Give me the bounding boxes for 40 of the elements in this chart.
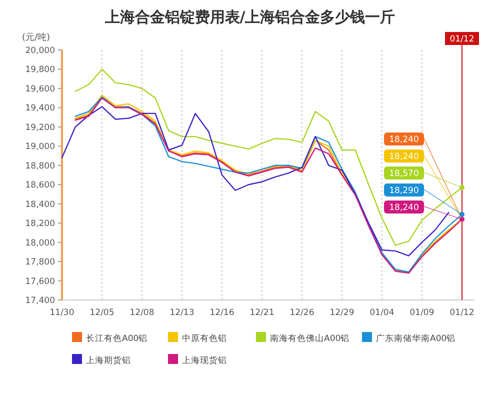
line-series (61, 106, 450, 256)
x-tick-label: 12/26 (290, 308, 314, 318)
ref-line-label: 01/12 (450, 34, 474, 44)
y-tick-label: 19,600 (25, 84, 55, 94)
chart-title: 上海合金铝锭费用表/上海铝合金多少钱一斤 (104, 8, 396, 26)
y-tick-label: 18,200 (25, 219, 55, 230)
data-label: 18,570 (389, 169, 419, 179)
x-tick-label: 12/16 (210, 308, 234, 318)
y-tick-label: 18,000 (25, 238, 55, 248)
legend-label: 上海现货铝 (182, 355, 227, 366)
x-tick-label: 12/21 (250, 308, 274, 318)
y-tick-label: 18,600 (25, 180, 55, 191)
data-label: 18,290 (389, 186, 419, 196)
y-tick-label: 18,800 (25, 161, 55, 172)
x-tick-label: 01/09 (410, 308, 434, 318)
x-tick-label: 12/13 (170, 308, 194, 318)
y-tick-label: 19,800 (25, 65, 55, 76)
legend-label: 广东南储华南A00铝 (376, 333, 456, 344)
y-tick-label: 17,600 (25, 276, 55, 287)
x-tick-label: 01/12 (450, 308, 474, 318)
legend-label: 上海期货铝 (86, 355, 131, 366)
y-tick-label: 18,400 (25, 200, 55, 210)
y-tick-label: 19,400 (25, 104, 55, 114)
y-tick-label: 17,400 (25, 296, 55, 306)
y-tick-label: 20,000 (25, 46, 55, 56)
legend-label: 长江有色A00铝 (86, 333, 148, 344)
y-tick-label: 17,800 (25, 258, 55, 268)
legend-label: 中原有色铝 (182, 333, 227, 344)
x-tick-label: 12/29 (330, 308, 354, 318)
data-label: 18,240 (389, 135, 419, 145)
y-tick-label: 19,200 (25, 122, 55, 133)
data-label: 18,240 (389, 152, 419, 162)
legend-label: 南海有色佛山A00铝 (270, 333, 350, 344)
y-axis-title: (元/吨) (22, 32, 50, 43)
x-tick-label: 01/04 (370, 308, 394, 318)
data-label: 18,240 (389, 203, 419, 213)
x-tick-label: 12/05 (90, 308, 114, 318)
y-tick-label: 19,000 (25, 142, 55, 152)
x-tick-label: 11/30 (50, 308, 74, 318)
x-tick-label: 12/08 (130, 308, 154, 318)
